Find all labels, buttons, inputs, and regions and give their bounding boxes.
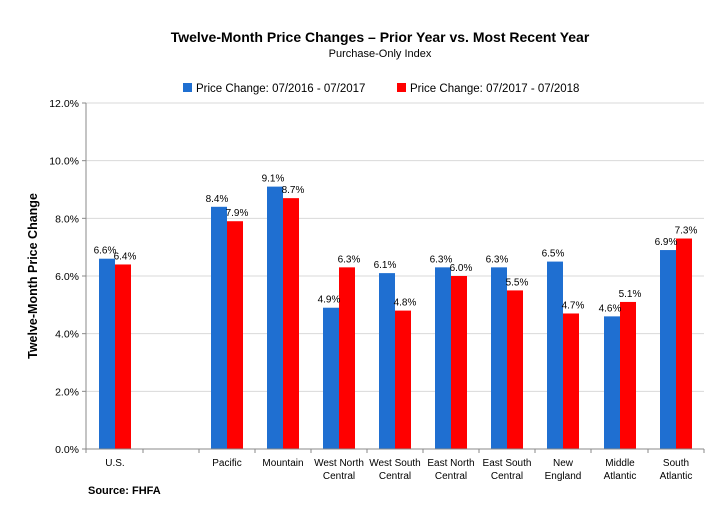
- bar-series-2: [395, 310, 411, 449]
- data-label: 8.7%: [282, 185, 305, 196]
- y-tick-label: 8.0%: [55, 213, 79, 225]
- data-label: 4.6%: [599, 303, 622, 314]
- x-category-label: Central: [435, 471, 467, 482]
- bar-series-1: [547, 261, 563, 449]
- legend-label-2: Price Change: 07/2017 - 07/2018: [410, 83, 579, 95]
- y-tick-label: 2.0%: [55, 386, 79, 398]
- bar-series-2: [115, 264, 131, 449]
- y-tick-label: 12.0%: [49, 98, 79, 110]
- x-category-label: South: [663, 458, 689, 469]
- x-category-label: East South: [483, 458, 532, 469]
- legend-swatch-1: [183, 83, 192, 92]
- bar-series-2: [563, 313, 579, 449]
- data-label: 7.9%: [226, 208, 249, 219]
- x-category-label: Central: [379, 471, 411, 482]
- data-label: 6.4%: [114, 251, 137, 262]
- data-label: 6.9%: [655, 237, 678, 248]
- bar-series-2: [339, 267, 355, 449]
- bar-series-1: [379, 273, 395, 449]
- bar-series-1: [211, 206, 227, 449]
- bar-series-1: [604, 316, 620, 449]
- bar-series-1: [491, 267, 507, 449]
- legend-swatch-2: [397, 83, 406, 92]
- x-category-label: West South: [369, 458, 421, 469]
- data-label: 6.1%: [374, 260, 397, 271]
- data-label: 6.0%: [450, 263, 473, 274]
- y-tick-label: 0.0%: [55, 444, 79, 456]
- x-category-label: New: [553, 458, 574, 469]
- data-label: 6.3%: [338, 254, 361, 265]
- y-axis-label: Twelve-Month Price Change: [26, 193, 40, 359]
- bar-series-1: [435, 267, 451, 449]
- y-axis-ticks: 0.0% 2.0% 4.0% 6.0% 8.0% 10.0% 12.0%: [49, 98, 86, 456]
- data-label: 6.3%: [430, 254, 453, 265]
- data-label: 7.3%: [675, 226, 698, 237]
- x-category-label: East North: [427, 458, 474, 469]
- data-label: 8.4%: [206, 194, 229, 205]
- x-category-label: Central: [491, 471, 523, 482]
- bar-series-1: [660, 250, 676, 449]
- bar-series-2: [451, 276, 467, 449]
- legend-label-1: Price Change: 07/2016 - 07/2017: [196, 83, 365, 95]
- x-category-label: Pacific: [212, 458, 241, 469]
- data-label: 5.1%: [619, 289, 642, 300]
- data-labels: 6.6%6.4% 8.4% 7.9% 9.1%8.7% 4.9% 6.3% 6.1% 4.8%…: [94, 174, 698, 315]
- x-category-label: England: [545, 471, 582, 482]
- x-axis-categories: U.S. Pacific Mountain West North Central West…: [85, 449, 705, 482]
- x-category-label: Central: [323, 471, 355, 482]
- x-category-label: U.S.: [105, 458, 124, 469]
- x-category-label: Mountain: [262, 458, 303, 469]
- y-tick-label: 4.0%: [55, 329, 79, 341]
- data-label: 5.5%: [506, 277, 529, 288]
- source-note: Source: FHFA: [88, 485, 161, 497]
- bar-series-1: [323, 307, 339, 449]
- legend: Price Change: 07/2016 - 07/2017 Price Cha…: [183, 83, 579, 95]
- bars: [99, 186, 692, 449]
- data-label: 4.7%: [562, 300, 585, 311]
- bar-series-2: [283, 198, 299, 449]
- data-label: 9.1%: [262, 174, 285, 185]
- y-tick-label: 6.0%: [55, 271, 79, 283]
- bar-series-1: [99, 258, 115, 449]
- data-label: 4.8%: [394, 298, 417, 309]
- x-category-label: Atlantic: [604, 471, 637, 482]
- data-label: 4.9%: [318, 295, 341, 306]
- bar-series-2: [507, 290, 523, 449]
- bar-series-2: [620, 301, 636, 449]
- bar-series-2: [227, 221, 243, 449]
- data-label: 6.6%: [94, 246, 117, 257]
- x-category-label: Atlantic: [660, 471, 693, 482]
- bar-series-1: [267, 186, 283, 449]
- x-category-label: West North: [314, 458, 364, 469]
- data-label: 6.5%: [542, 249, 565, 260]
- x-category-label: Middle: [605, 458, 635, 469]
- chart-title: Twelve-Month Price Changes – Prior Year …: [171, 29, 590, 45]
- data-label: 6.3%: [486, 254, 509, 265]
- chart-subtitle: Purchase-Only Index: [329, 48, 432, 60]
- y-tick-label: 10.0%: [49, 156, 79, 168]
- bar-series-2: [676, 238, 692, 449]
